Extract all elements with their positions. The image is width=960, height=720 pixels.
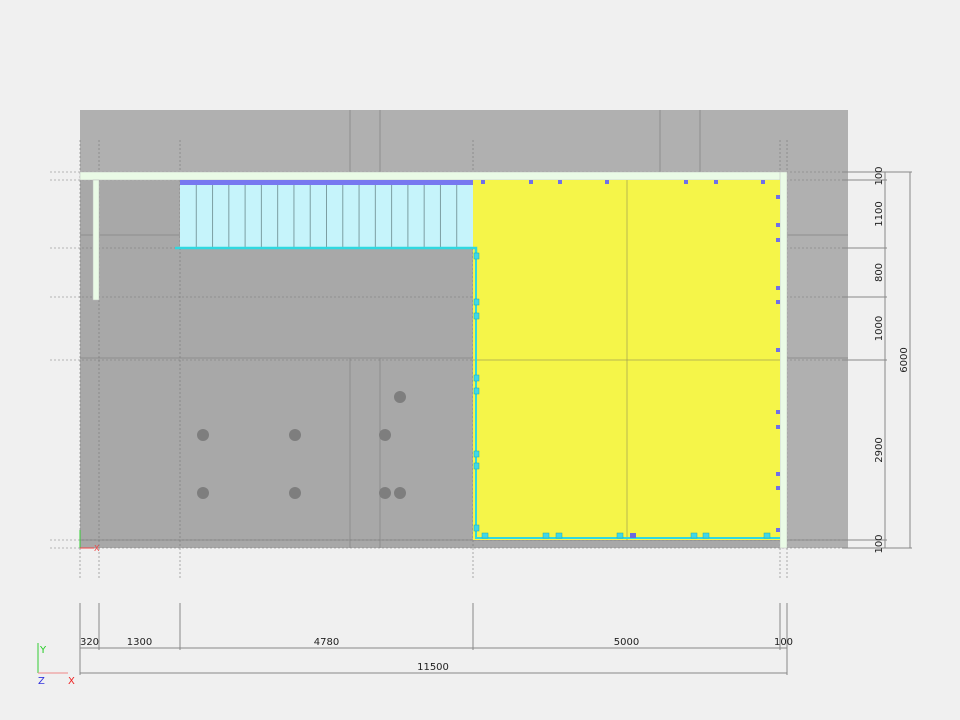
connector (473, 312, 480, 320)
stair-top-beam (180, 180, 473, 185)
dim-label: 800 (874, 263, 885, 282)
dim-label: 100 (874, 534, 885, 553)
dim-label: 100 (774, 637, 793, 648)
connector (776, 300, 780, 304)
dim-label: 2900 (874, 437, 885, 462)
connector (776, 528, 780, 532)
connector (702, 532, 710, 539)
connector (684, 180, 688, 184)
dimension-labels: 320 1300 4780 5000 100 11500 100 1100 800 1000 290… (80, 166, 910, 673)
dim-label: 320 (80, 637, 99, 648)
connector (776, 425, 780, 429)
columns (197, 391, 406, 499)
dim-label: 1300 (127, 637, 152, 648)
connector (776, 286, 780, 290)
connector (776, 410, 780, 414)
connector (690, 532, 698, 539)
wall-left[interactable] (92, 179, 100, 301)
connector (776, 472, 780, 476)
dimension-lines (79, 171, 912, 675)
connector (776, 223, 780, 227)
column[interactable] (379, 429, 391, 441)
svg-text:X: X (94, 544, 100, 553)
connector (542, 532, 550, 539)
connector (776, 486, 780, 490)
origin-axis-icon: X (79, 530, 100, 553)
connector (605, 180, 609, 184)
column[interactable] (289, 487, 301, 499)
connector (529, 180, 533, 184)
connector (555, 532, 563, 539)
column[interactable] (289, 429, 301, 441)
axis-triad: Y Z X (37, 643, 75, 687)
connector (763, 532, 771, 539)
connector (473, 450, 480, 458)
column[interactable] (394, 487, 406, 499)
connector (473, 252, 480, 260)
wall-right[interactable] (779, 171, 788, 549)
dim-label: 4780 (314, 637, 339, 648)
axis-x-label: X (68, 676, 75, 687)
connector (630, 533, 636, 538)
axis-y-label: Y (39, 645, 47, 656)
dim-label: 1100 (874, 201, 885, 226)
dim-total-label: 11500 (417, 662, 449, 673)
connector (473, 374, 480, 382)
wall-top[interactable] (79, 171, 788, 181)
connectors (473, 180, 780, 539)
connector (473, 387, 480, 395)
column[interactable] (379, 487, 391, 499)
dim-label: 1000 (874, 316, 885, 341)
connector (616, 532, 624, 539)
column[interactable] (197, 487, 209, 499)
connector (473, 298, 480, 306)
connector (558, 180, 562, 184)
connector (481, 532, 489, 539)
connector (714, 180, 718, 184)
stair-treads (195, 185, 458, 248)
connector (473, 462, 480, 470)
connector (473, 524, 480, 532)
connector (761, 180, 765, 184)
connector (776, 238, 780, 242)
connector (776, 348, 780, 352)
column[interactable] (197, 429, 209, 441)
dim-total-label: 6000 (899, 347, 910, 372)
column[interactable] (394, 391, 406, 403)
dim-label: 5000 (614, 637, 639, 648)
axis-z-label: Z (38, 676, 45, 687)
connector (776, 195, 780, 199)
dim-label: 100 (874, 166, 885, 185)
connector (481, 180, 485, 184)
room-edge-beam (475, 254, 780, 539)
